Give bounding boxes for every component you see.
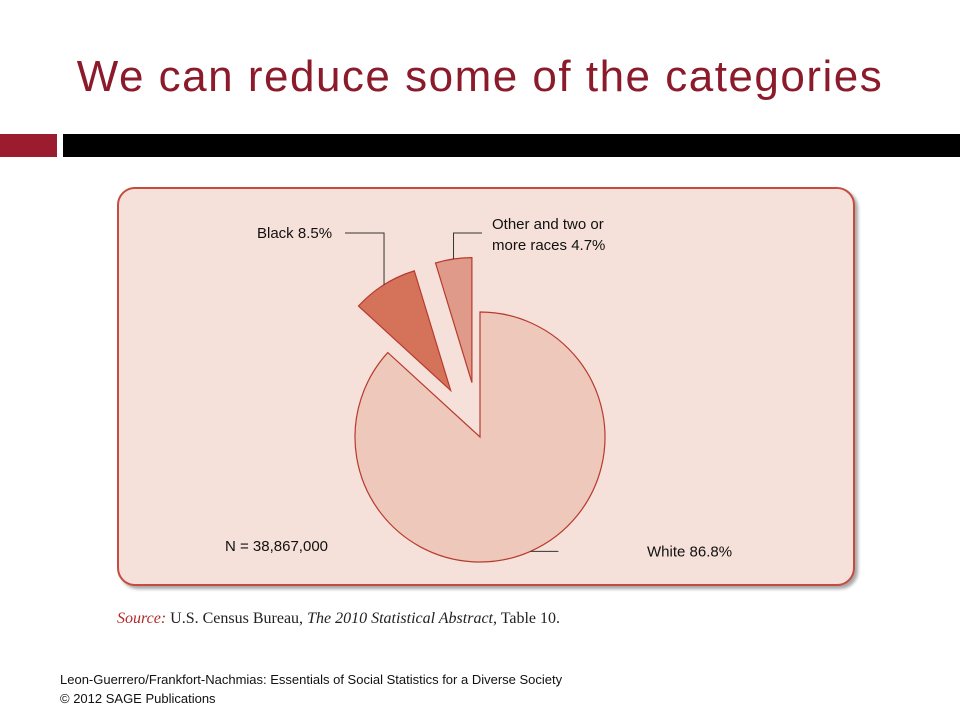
pie-slice-0 [354, 311, 606, 563]
footer-citation: Leon-Guerrero/Frankfort-Nachmias: Essent… [60, 672, 563, 687]
footer-copyright: © 2012 SAGE Publications [60, 691, 216, 706]
leader-black [345, 232, 385, 285]
leader-other [453, 232, 482, 259]
n-label: N = 38,867,000 [225, 538, 328, 555]
source-table: , Table 10. [493, 610, 561, 627]
pie-slice-2 [434, 256, 473, 383]
source-note: Source: U.S. Census Bureau, The 2010 Sta… [117, 610, 560, 628]
pie-chart: White 86.8% Black 8.5% Other and two or mor… [225, 216, 732, 563]
label-white: White 86.8% [647, 543, 732, 560]
footer: Leon-Guerrero/Frankfort-Nachmias: Essent… [60, 670, 562, 708]
title-accent-bar [0, 134, 57, 157]
label-other-line1: Other and two or [492, 216, 604, 233]
slide-title: We can reduce some of the categories [76, 52, 884, 101]
title-divider-bar [63, 134, 960, 157]
label-black: Black 8.5% [257, 225, 332, 242]
source-title: The 2010 Statistical Abstract [307, 610, 493, 627]
source-text: U.S. Census Bureau, [170, 610, 304, 627]
source-label: Source: [117, 610, 167, 627]
label-other-line2: more races 4.7% [492, 237, 605, 254]
